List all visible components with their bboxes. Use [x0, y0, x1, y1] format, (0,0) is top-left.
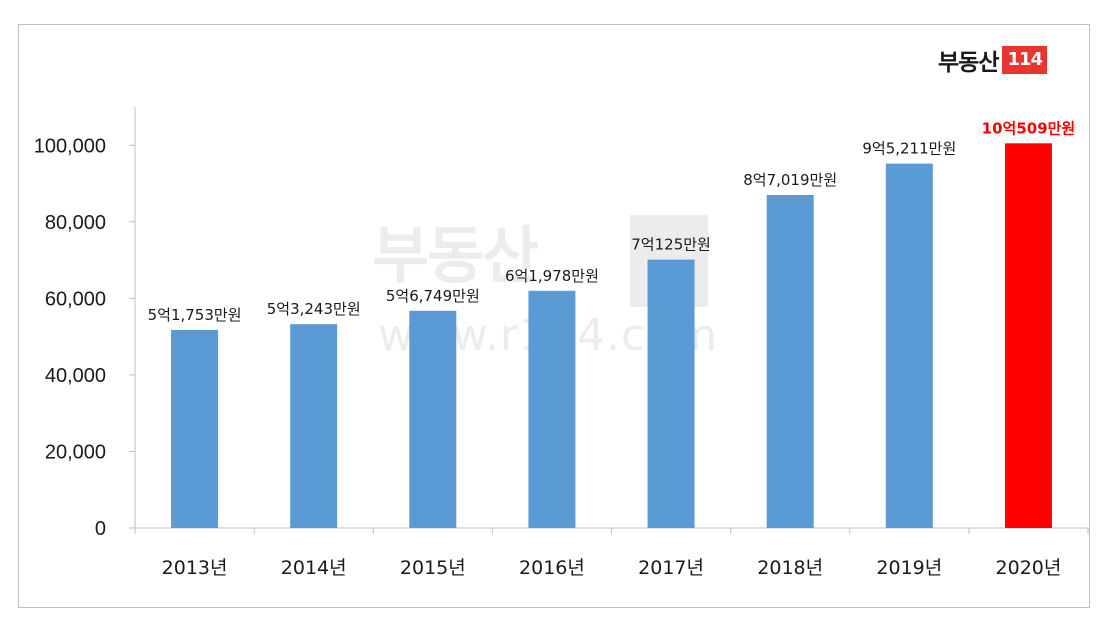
bar-2016년: [528, 290, 576, 528]
x-tick-label: 2019년: [876, 557, 942, 579]
y-tick-label: 40,000: [45, 365, 106, 387]
logo-text: 부동산: [938, 50, 999, 76]
x-tick-label: 2017년: [638, 557, 704, 579]
x-axis: 2013년 2014년 2015년 2016년 2017년 2018년 2019년 2020년: [134, 527, 1089, 579]
bar-2020년: [1004, 143, 1052, 528]
data-labels: 5억1,753만원 5억3,243만원 5억6,749만원 6억1,978만원 7억12…: [148, 119, 1076, 324]
brand-logo: 부동산 114: [938, 42, 1048, 78]
bar-data-label: 5억1,753만원: [148, 306, 242, 324]
y-axis: 0 20,000 40,000 60,000 80,000 100,000: [34, 107, 136, 540]
bar-2015년: [409, 310, 457, 528]
bar-data-label: 5억3,243만원: [267, 300, 361, 318]
logo-number-box: 114: [1002, 46, 1048, 74]
bar-data-label: 5억6,749만원: [386, 287, 480, 305]
x-tick-label: 2014년: [281, 557, 347, 579]
bar-2018년: [766, 194, 814, 528]
y-tick-label: 80,000: [45, 212, 106, 234]
y-tick-label: 20,000: [45, 441, 106, 463]
y-tick-label: 100,000: [34, 135, 106, 157]
x-tick-label: 2016년: [519, 557, 585, 579]
x-tick-label: 2013년: [162, 557, 228, 579]
x-tick-label: 2018년: [757, 557, 823, 579]
bar-2014년: [290, 324, 338, 528]
bar-data-label: 9억5,211만원: [862, 140, 956, 158]
x-tick-label: 2020년: [996, 557, 1062, 579]
bar-data-label: 7억125만원: [631, 236, 711, 254]
bar-data-label: 8억7,019만원: [743, 171, 837, 189]
bar-data-label: 6억1,978만원: [505, 267, 599, 285]
x-tick-label: 2015년: [400, 557, 466, 579]
y-tick-label: 0: [95, 518, 106, 540]
bar-2017년: [647, 259, 695, 528]
y-tick-label: 60,000: [45, 288, 106, 310]
bar-2013년: [171, 329, 219, 528]
bars: [171, 143, 1052, 528]
bar-data-label: 10억509만원: [982, 119, 1076, 137]
bar-2019년: [885, 163, 933, 528]
